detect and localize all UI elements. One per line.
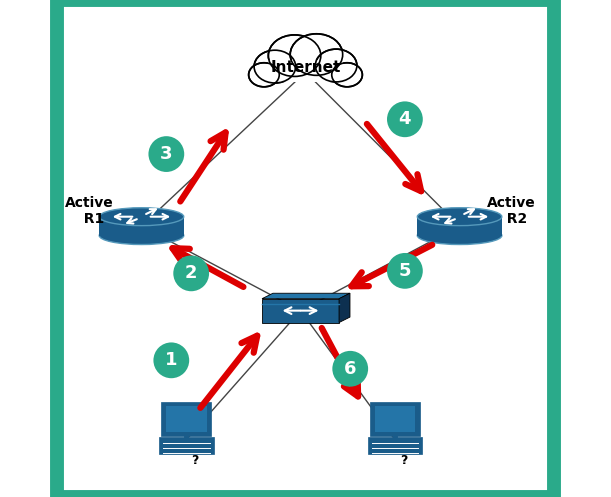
Polygon shape <box>262 293 350 299</box>
Text: Active
  R2: Active R2 <box>488 196 536 226</box>
Text: 2: 2 <box>185 264 197 282</box>
FancyBboxPatch shape <box>99 217 184 236</box>
Ellipse shape <box>99 208 184 226</box>
FancyBboxPatch shape <box>161 402 211 436</box>
Polygon shape <box>339 293 350 323</box>
Text: ?: ? <box>400 454 408 467</box>
Ellipse shape <box>290 34 343 76</box>
FancyBboxPatch shape <box>368 437 422 454</box>
Text: 5: 5 <box>398 262 411 280</box>
Circle shape <box>153 342 189 378</box>
Text: ?: ? <box>191 454 199 467</box>
Text: Internet: Internet <box>270 60 341 75</box>
Circle shape <box>387 101 423 137</box>
FancyBboxPatch shape <box>166 406 207 432</box>
Text: 4: 4 <box>398 110 411 128</box>
Ellipse shape <box>249 63 279 87</box>
Ellipse shape <box>99 227 184 245</box>
FancyBboxPatch shape <box>375 406 415 432</box>
Ellipse shape <box>254 50 296 83</box>
FancyBboxPatch shape <box>159 437 214 454</box>
Text: Active
  R1: Active R1 <box>65 196 114 226</box>
Ellipse shape <box>268 35 321 77</box>
Ellipse shape <box>417 208 502 226</box>
Circle shape <box>148 136 185 172</box>
FancyBboxPatch shape <box>266 66 345 82</box>
Text: 6: 6 <box>344 360 356 378</box>
Circle shape <box>174 255 209 291</box>
Text: 3: 3 <box>160 145 172 163</box>
FancyBboxPatch shape <box>268 60 343 82</box>
Text: 1: 1 <box>165 351 178 369</box>
FancyBboxPatch shape <box>417 217 502 236</box>
Ellipse shape <box>332 63 362 87</box>
Ellipse shape <box>417 227 502 245</box>
Circle shape <box>387 253 423 289</box>
FancyBboxPatch shape <box>262 299 339 323</box>
Ellipse shape <box>315 49 357 82</box>
Circle shape <box>332 351 368 387</box>
FancyBboxPatch shape <box>370 402 420 436</box>
